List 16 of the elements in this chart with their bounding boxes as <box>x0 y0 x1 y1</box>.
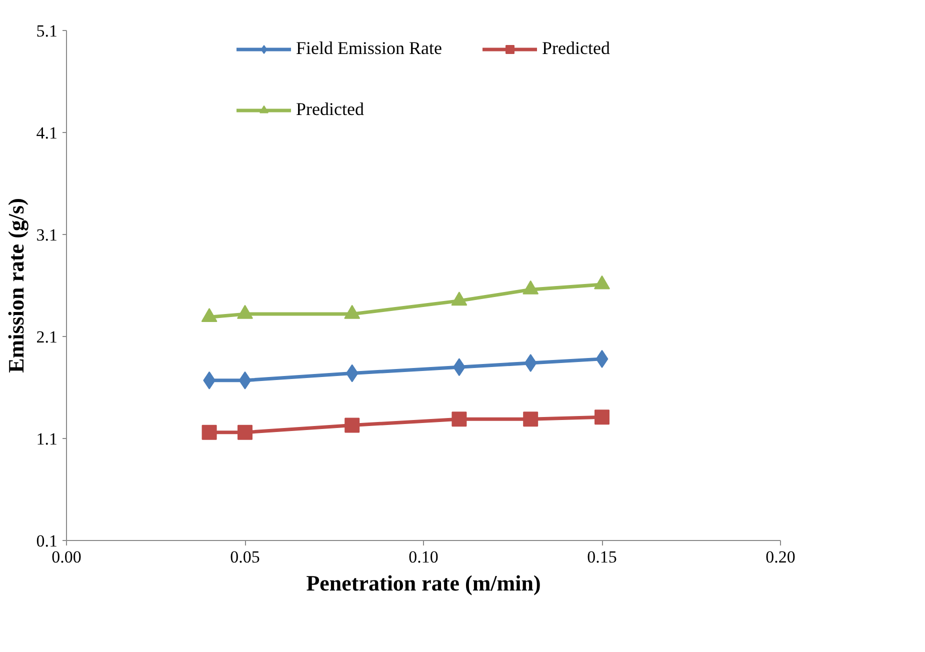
y-axis-title: Emission rate (g/s) <box>3 198 28 373</box>
legend-label: Predicted <box>542 38 610 59</box>
x-tick-label: 0.05 <box>230 548 260 566</box>
x-tick-label: 0.10 <box>408 548 438 566</box>
x-tick-label: 0.15 <box>587 548 617 566</box>
legend-label: Predicted <box>296 99 364 120</box>
y-tick-label: 1.1 <box>36 430 58 448</box>
y-tick-label: 0.1 <box>36 532 58 550</box>
legend-label: Field Emission Rate <box>296 38 442 59</box>
y-tick-label: 4.1 <box>36 124 58 142</box>
y-tick-label: 3.1 <box>36 226 58 244</box>
y-tick-label: 5.1 <box>36 22 58 40</box>
x-tick-label: 0.00 <box>52 548 82 566</box>
y-tick-label: 2.1 <box>36 328 58 346</box>
x-tick-label: 0.20 <box>766 548 796 566</box>
x-axis-title: Penetration rate (m/min) <box>306 570 541 596</box>
